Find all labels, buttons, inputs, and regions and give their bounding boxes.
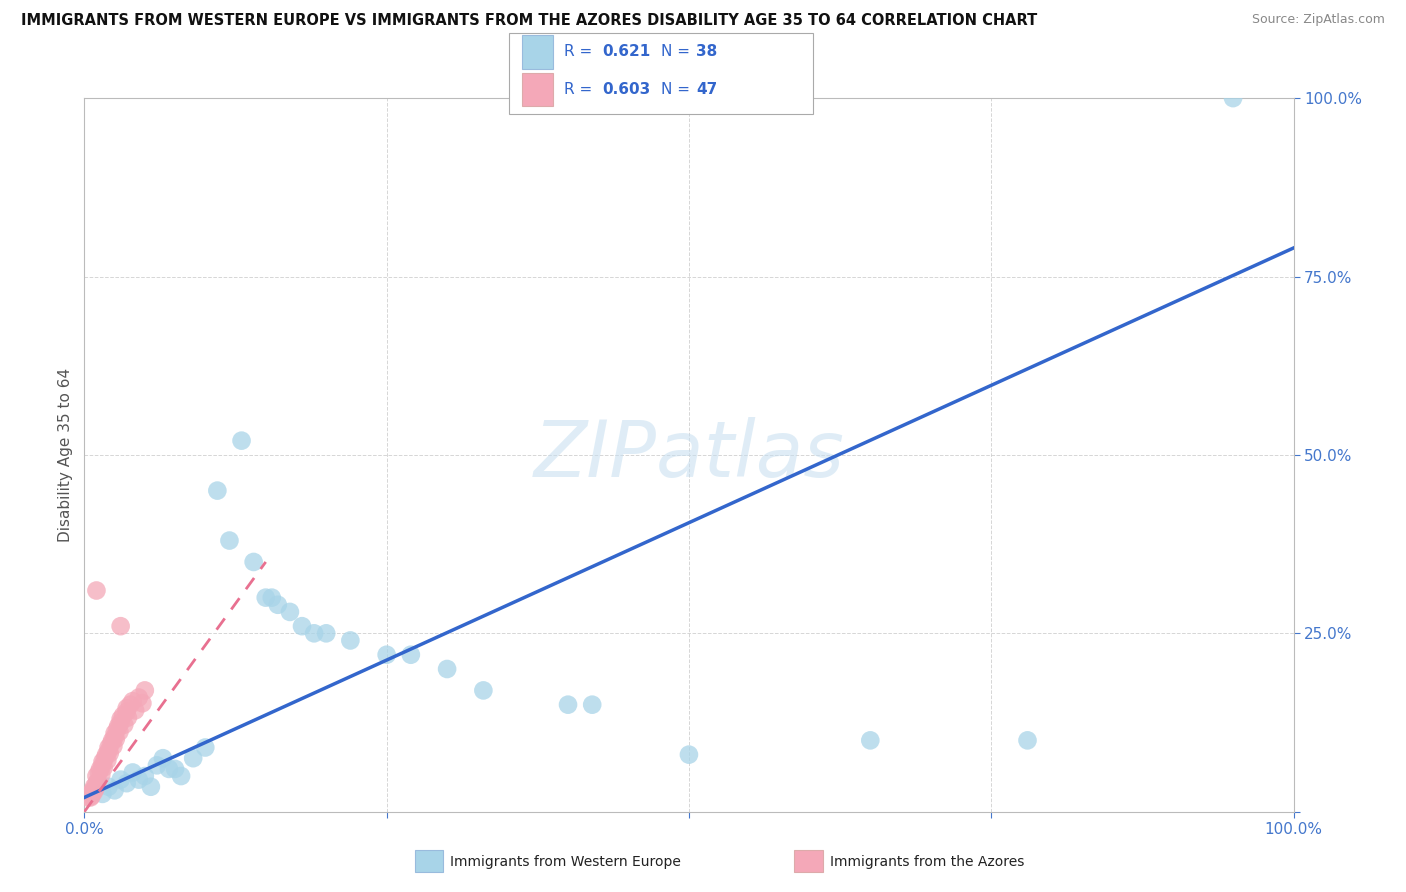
Point [86,774,108,789]
Point [79,790,101,805]
Point [278,605,301,619]
Point [110,715,132,730]
Point [302,626,325,640]
Point [121,765,143,780]
Point [86,583,108,598]
Point [399,648,422,662]
Point [97,744,120,758]
Text: ZIPatlas: ZIPatlas [533,417,845,493]
Point [207,483,229,498]
Point [84,781,107,796]
Point [105,723,128,737]
Point [859,733,882,747]
Text: R =: R = [564,44,598,59]
Point [97,780,120,794]
Point [87,765,110,780]
Point [152,751,174,765]
Point [107,719,129,733]
Point [94,751,117,765]
Text: 38: 38 [696,44,717,59]
Point [115,776,138,790]
Point [139,780,162,794]
Point [101,733,124,747]
Point [86,769,108,783]
Point [134,683,156,698]
Point [104,726,127,740]
Point [1222,91,1244,105]
Point [121,694,143,708]
Point [90,767,112,781]
Point [315,626,337,640]
Point [231,434,253,448]
Point [117,710,139,724]
Text: 47: 47 [696,82,717,97]
Point [170,769,193,783]
Text: Immigrants from Western Europe: Immigrants from Western Europe [450,855,681,869]
Point [108,724,131,739]
Point [96,753,118,767]
Point [94,747,117,762]
Point [110,772,132,787]
Point [77,790,100,805]
Text: Source: ZipAtlas.com: Source: ZipAtlas.com [1251,13,1385,27]
Point [218,533,240,548]
Point [157,762,180,776]
Text: Immigrants from the Azores: Immigrants from the Azores [830,855,1024,869]
Point [436,662,458,676]
Point [339,633,361,648]
Point [79,787,101,801]
Point [110,712,132,726]
Point [291,619,314,633]
Point [104,731,127,746]
Point [89,762,111,776]
Point [134,769,156,783]
Point [83,780,105,794]
Point [112,708,135,723]
Point [83,785,105,799]
Point [97,740,120,755]
Point [82,783,104,797]
Point [104,783,127,797]
Point [112,717,135,731]
Point [128,690,150,705]
Text: N =: N = [661,44,695,59]
Point [115,701,138,715]
Point [115,705,138,719]
Text: IMMIGRANTS FROM WESTERN EUROPE VS IMMIGRANTS FROM THE AZORES DISABILITY AGE 35 T: IMMIGRANTS FROM WESTERN EUROPE VS IMMIGR… [21,13,1038,29]
Point [375,648,398,662]
Point [110,619,132,633]
Point [1017,733,1039,747]
Point [86,776,108,790]
Point [254,591,277,605]
Point [91,758,114,772]
Point [260,591,283,605]
Point [98,746,121,760]
Point [80,789,103,803]
Text: 0.621: 0.621 [602,44,650,59]
Point [581,698,603,712]
Text: N =: N = [661,82,695,97]
Point [242,555,264,569]
Point [194,740,217,755]
Point [165,762,187,776]
Point [678,747,700,762]
Point [93,760,115,774]
Point [146,758,169,772]
Point [267,598,290,612]
Point [131,696,153,710]
Text: 0.603: 0.603 [602,82,650,97]
Point [181,751,204,765]
Point [124,703,146,717]
Text: R =: R = [564,82,598,97]
Point [472,683,495,698]
Point [91,787,114,801]
Y-axis label: Disability Age 35 to 64: Disability Age 35 to 64 [58,368,73,542]
Point [104,730,127,744]
Point [128,772,150,787]
Point [120,698,142,712]
Point [103,739,125,753]
Point [557,698,579,712]
Point [100,737,122,751]
Point [91,755,114,769]
